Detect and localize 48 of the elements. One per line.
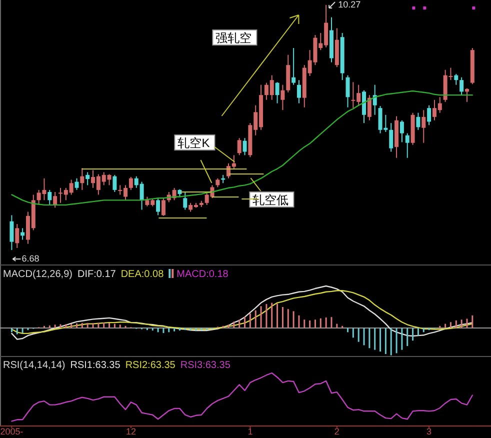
- candlestick: [15, 224, 20, 248]
- candlestick: [405, 132, 410, 158]
- candlestick: [275, 82, 280, 104]
- annotation: 强轧空: [216, 31, 252, 45]
- candlestick: [454, 73, 458, 86]
- chart-title: MACD(12,26,9): [3, 269, 72, 280]
- candlestick: [74, 178, 79, 190]
- x-tick-label: 2005-: [0, 426, 24, 436]
- x-tick-label: 12: [126, 426, 136, 436]
- x-tick-label: 2: [334, 426, 340, 436]
- x-tick-label: 3: [426, 426, 432, 436]
- candlestick: [372, 84, 377, 116]
- text: 6.68: [22, 253, 40, 264]
- annotation: 轧空K: [178, 136, 210, 150]
- candlestick: [464, 88, 469, 102]
- candlestick: [400, 120, 404, 143]
- candlestick: [416, 112, 420, 130]
- candlestick: [296, 80, 301, 104]
- candlestick: [128, 176, 133, 190]
- candlestick: [183, 191, 188, 210]
- text: DEA:0.08: [120, 269, 164, 280]
- candlestick: [10, 214, 14, 250]
- candlestick: [156, 198, 160, 216]
- annotation: 10.27: [338, 0, 361, 10]
- candlestick: [367, 94, 372, 121]
- x-tick-label: 1: [248, 426, 253, 436]
- candlestick: [280, 84, 285, 111]
- candlestick: [460, 76, 464, 96]
- candlestick: [53, 191, 58, 208]
- legend-label: RSI1:63.35: [70, 360, 121, 371]
- series-label: RSI3:63.35: [180, 360, 231, 371]
- candlestick: [112, 174, 117, 192]
- text: DIF:0.17: [77, 269, 116, 280]
- candlestick: [237, 138, 242, 156]
- candlestick: [427, 104, 432, 126]
- candlestick: [422, 110, 426, 144]
- candlestick: [80, 168, 84, 190]
- candlestick: [292, 47, 296, 86]
- candlestick: [346, 74, 350, 108]
- legend-label: RSI2:63.35: [125, 360, 176, 371]
- candlestick: [242, 138, 247, 156]
- candlestick: [48, 189, 52, 206]
- candlestick: [161, 198, 166, 216]
- candlestick: [86, 172, 90, 186]
- chart-title: RSI(14,14,14): [3, 360, 66, 371]
- candlestick: [389, 122, 394, 152]
- candlestick: [362, 90, 366, 124]
- legend-label: MACD:0.18: [176, 269, 229, 280]
